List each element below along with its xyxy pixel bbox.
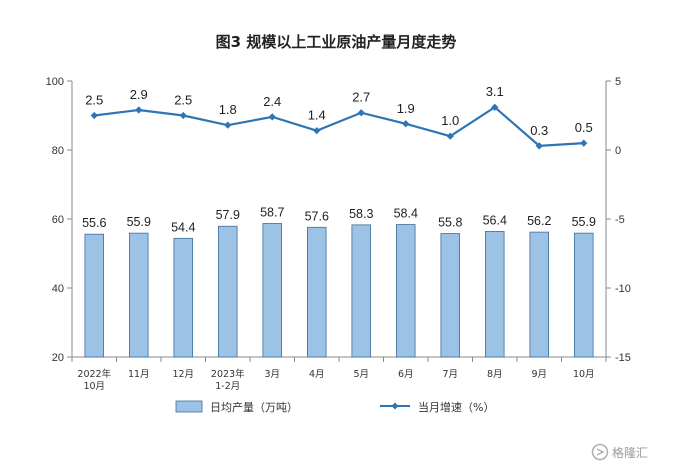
line-point [491, 103, 499, 111]
bar [396, 224, 416, 358]
bar-value-label: 58.7 [260, 205, 284, 219]
bar-value-label: 58.3 [349, 207, 373, 221]
line-value-label: 0.3 [530, 123, 548, 138]
line-point [535, 142, 543, 150]
line-value-label: 1.8 [219, 102, 237, 117]
bar-value-label: 58.4 [394, 207, 418, 221]
line-point [179, 111, 187, 120]
chart-title: 图3 规模以上工业原油产量月度走势 [216, 33, 457, 51]
bar [173, 237, 193, 358]
line-value-label: 2.7 [352, 90, 370, 105]
x-tick-label: 3月 [264, 369, 280, 380]
line-value-label: 2.9 [130, 87, 148, 102]
x-tick-label: 10月 [573, 369, 595, 380]
y-right-tick-label: -5 [615, 214, 625, 226]
y-left-tick-label: 80 [52, 145, 64, 157]
bar [218, 225, 238, 358]
x-tick-label: 1-2月 [215, 381, 240, 392]
y-left-tick-label: 40 [52, 283, 64, 295]
bar [307, 226, 327, 358]
x-tick-label: 10月 [83, 381, 105, 392]
bar-series: 55.6 55.9 54.4 57.9 58.7 57.6 58.3 58.4 55.8 56.4… [82, 205, 596, 358]
y-right-tick-label: 0 [615, 145, 621, 157]
bar [574, 232, 594, 358]
bar [440, 233, 460, 358]
line-point [357, 109, 365, 117]
line-point [268, 113, 276, 121]
series-line [94, 105, 584, 147]
line-value-label: 1.0 [441, 113, 459, 128]
y-right-tick-label: -10 [615, 283, 631, 295]
bar-value-label: 56.2 [527, 214, 551, 228]
y-left-tick-label: 60 [52, 214, 64, 226]
bar [529, 231, 549, 358]
line-value-label: 1.9 [397, 101, 415, 116]
x-tick-label: 7月 [442, 369, 458, 380]
line-point [313, 127, 321, 135]
x-tick-label: 11月 [128, 369, 150, 380]
bar-value-label: 57.9 [216, 208, 240, 222]
x-tick-label: 6月 [398, 369, 414, 380]
y-left-tick-label: 20 [52, 352, 64, 364]
x-tick-label: 2022年 [77, 368, 111, 380]
line-value-label: 2.5 [85, 93, 103, 108]
bar-value-label: 55.9 [127, 215, 151, 229]
bar-value-label: 55.6 [82, 216, 106, 230]
line-value-label: 0.5 [575, 120, 593, 135]
bar [485, 231, 505, 358]
bar [84, 233, 104, 358]
line-point [580, 139, 588, 147]
x-tick-label: 2023年 [211, 368, 245, 380]
line-value-label: 2.4 [263, 94, 281, 109]
bar [129, 232, 149, 358]
x-tick-label: 9月 [531, 369, 547, 380]
y-right-tick-label: -15 [615, 352, 631, 364]
legend-bar-label: 日均产量（万吨） [210, 400, 298, 414]
watermark-text: 格隆汇 [612, 445, 648, 460]
line-value-label: 1.4 [308, 108, 326, 123]
y-right-tick-label: 5 [615, 76, 621, 88]
watermark: 格隆汇 [591, 443, 648, 461]
watermark-logo-icon [591, 443, 609, 461]
line-series: 2.5 2.9 2.5 1.8 2.4 1.4 2.7 1.9 1.0 3.1 0.3 0.5 [85, 84, 593, 150]
legend: 日均产量（万吨） 当月增速（%） [175, 400, 494, 414]
line-value-label: 2.5 [174, 93, 192, 108]
bar-value-label: 54.4 [171, 220, 195, 234]
bar-value-label: 55.9 [572, 215, 596, 229]
bar-value-label: 56.4 [483, 213, 507, 227]
bar [351, 224, 371, 358]
x-tick-label: 8月 [487, 369, 503, 380]
line-point [135, 106, 143, 114]
axes: 20 40 60 80 100 -15 -10 -5 0 5 [46, 76, 631, 364]
x-tick-label: 5月 [353, 369, 369, 380]
watermark-logo-mark [596, 448, 605, 456]
y-left-tick-label: 100 [46, 76, 64, 88]
x-tick-label: 4月 [309, 369, 325, 380]
legend-line-marker [391, 402, 399, 410]
line-value-label: 3.1 [486, 84, 504, 99]
bar-value-label: 57.6 [305, 209, 329, 223]
line-point [90, 111, 98, 120]
x-tick-label: 12月 [172, 369, 194, 380]
line-point [224, 121, 232, 129]
legend-line-label: 当月增速（%） [418, 400, 494, 414]
legend-bar-swatch [175, 400, 203, 413]
line-point [402, 120, 410, 128]
bar-value-label: 55.8 [438, 215, 462, 229]
bar [262, 223, 282, 358]
line-point [446, 132, 454, 140]
